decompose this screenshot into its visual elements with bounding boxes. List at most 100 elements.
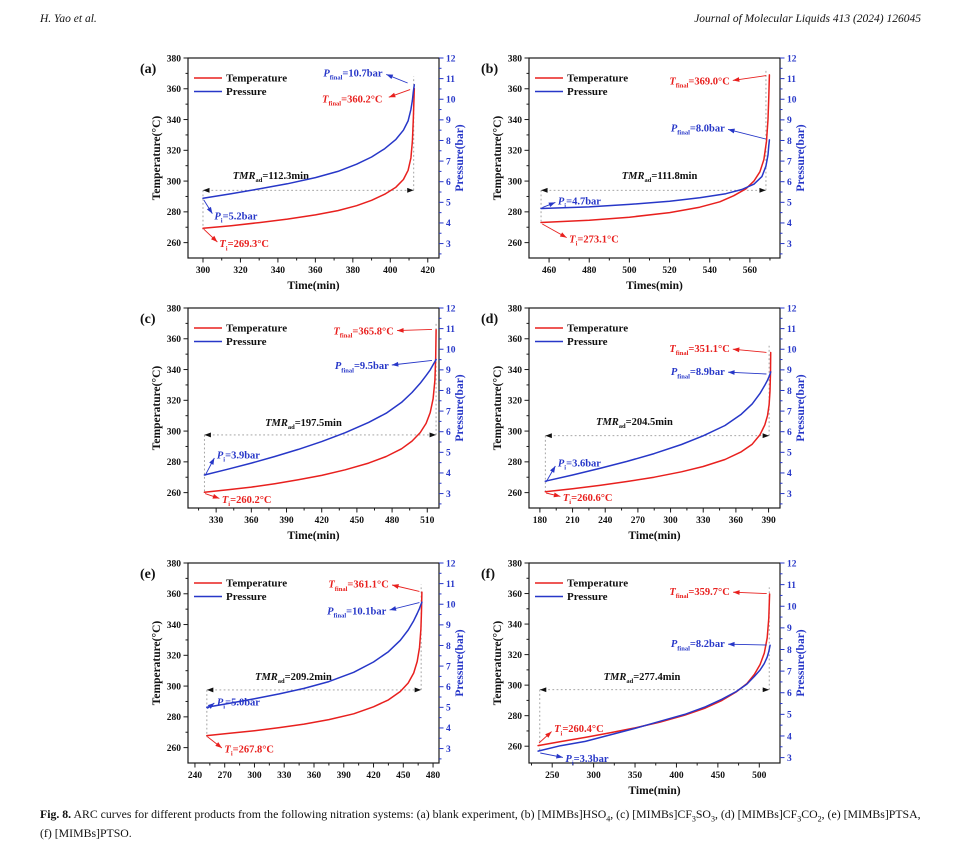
tick-label: 380 — [167, 54, 182, 64]
tick-label: 11 — [446, 580, 455, 590]
axes-ticks: 460 480 500 520 540 560 260 280 300 320 340 360 380 3… — [508, 54, 797, 276]
subplot-a: TMRad=112.3min 300 320 340 360 380 400 420 260 28… — [118, 46, 470, 296]
tick-label: 450 — [350, 516, 365, 526]
tick-label: 360 — [729, 516, 744, 526]
annotation-label: Tfinal=365.8°C — [333, 327, 393, 340]
annotation-label: Pi=5.0bar — [217, 698, 260, 711]
tick-label: 9 — [446, 116, 451, 126]
annotation-label: Pfinal=10.7bar — [323, 69, 383, 82]
tick-label: 520 — [662, 266, 677, 276]
tmr-label: TMRad=277.4min — [604, 672, 681, 685]
tick-label: 9 — [446, 366, 451, 376]
arrowhead-icon — [388, 92, 396, 98]
tick-label: 6 — [787, 428, 792, 438]
legend-label-temperature: Temperature — [567, 73, 628, 85]
tick-label: 360 — [244, 516, 258, 526]
tick-label: 5 — [446, 199, 451, 209]
annotation: Tfinal=361.1°C — [328, 580, 420, 593]
annotation: Pfinal=10.1bar — [327, 602, 420, 620]
tmr-label: TMRad=111.8min — [622, 171, 698, 184]
arrowhead-icon — [732, 347, 740, 353]
pressure-curve — [202, 84, 416, 199]
tick-label: 360 — [508, 335, 523, 345]
annotation-leader-line — [391, 359, 433, 366]
arrowhead-icon — [209, 458, 215, 465]
arrowhead-icon — [728, 128, 735, 134]
legend-label-pressure: Pressure — [226, 86, 267, 98]
tick-label: 7 — [787, 667, 792, 677]
arrowhead-icon — [556, 753, 563, 759]
tick-label: 5 — [787, 711, 792, 721]
tick-label: 270 — [631, 516, 646, 526]
tick-label: 500 — [752, 771, 767, 781]
tick-label: 5 — [446, 449, 451, 459]
tick-label: 260 — [508, 489, 523, 499]
figure-8: TMRad=112.3min 300 320 340 360 380 400 420 260 28… — [118, 46, 811, 801]
annotation: Pfinal=9.5bar — [335, 359, 433, 374]
annotation: Ti=260.6°C — [545, 492, 613, 506]
axes-ticks: 240 270 300 330 360 390 420 450 480 260 280 300 320 3… — [167, 559, 456, 781]
annotation-label: Pfinal=8.2bar — [671, 639, 725, 652]
tick-label: 320 — [233, 266, 248, 276]
tick-label: 3 — [787, 754, 792, 764]
plot-frame — [187, 57, 440, 259]
arrowhead-icon — [391, 361, 399, 367]
annotation: Pi=5.2bar — [203, 199, 258, 225]
arrowhead-icon — [397, 327, 404, 333]
temperature-curve — [544, 351, 772, 493]
tick-label: 320 — [167, 397, 182, 407]
tick-label: 5 — [787, 449, 792, 459]
tick-label: 300 — [247, 771, 261, 781]
annotation: Ti=269.3°C — [203, 228, 269, 252]
tick-label: 360 — [308, 266, 323, 276]
tick-label: 420 — [366, 771, 381, 781]
arrowhead-icon — [429, 432, 437, 438]
arrowhead-icon — [759, 187, 766, 193]
arrowhead-icon — [414, 687, 422, 693]
subplot-f: TMRad=277.4min 250 300 350 400 450 500 260 280 30… — [459, 551, 811, 801]
y-right-axis-label: Pressure(bar) — [454, 124, 466, 191]
tick-label: 360 — [167, 335, 182, 345]
arrowhead-icon — [215, 742, 222, 748]
tick-label: 4 — [787, 219, 792, 229]
tick-label: 12 — [446, 54, 456, 64]
arrowhead-icon — [392, 584, 399, 589]
tick-label: 3 — [787, 490, 792, 500]
tick-label: 4 — [446, 469, 451, 479]
arrowhead-icon — [553, 492, 561, 498]
tick-label: 330 — [696, 516, 711, 526]
annotation-label: Pfinal=9.5bar — [335, 361, 389, 374]
annotation: Pi=5.0bar — [207, 698, 260, 711]
arrowhead-icon — [728, 370, 735, 375]
annotation: Tfinal=351.1°C — [669, 344, 767, 357]
tick-label: 10 — [446, 346, 456, 356]
annotation-label: Ti=260.6°C — [563, 493, 613, 506]
arrowhead-icon — [728, 641, 735, 647]
tick-label: 540 — [703, 266, 718, 276]
panel-label: (a) — [140, 62, 157, 77]
legend-label-pressure: Pressure — [567, 336, 608, 348]
tmr-guides: TMRad=112.3min — [202, 76, 415, 230]
x-axis-label: Time(min) — [287, 280, 339, 292]
legend-label-pressure: Pressure — [567, 86, 608, 98]
y-left-axis-label: Temperature(°C) — [492, 621, 504, 706]
tick-label: 340 — [508, 116, 523, 126]
tmr-label: TMRad=209.2min — [255, 672, 332, 685]
tick-label: 480 — [385, 516, 400, 526]
annotation: Pi=4.7bar — [542, 197, 601, 210]
y-right-axis-label: Pressure(bar) — [795, 124, 807, 191]
tick-label: 9 — [787, 116, 792, 126]
tick-label: 340 — [167, 621, 182, 631]
tick-label: 7 — [787, 407, 792, 417]
annotation: Pfinal=8.0bar — [671, 124, 766, 140]
tick-label: 480 — [426, 771, 441, 781]
tick-label: 6 — [787, 689, 792, 699]
tick-label: 340 — [508, 620, 523, 630]
annotation: Pfinal=8.9bar — [671, 367, 767, 380]
arrowhead-icon — [559, 232, 567, 238]
arrowhead-icon — [762, 433, 770, 439]
